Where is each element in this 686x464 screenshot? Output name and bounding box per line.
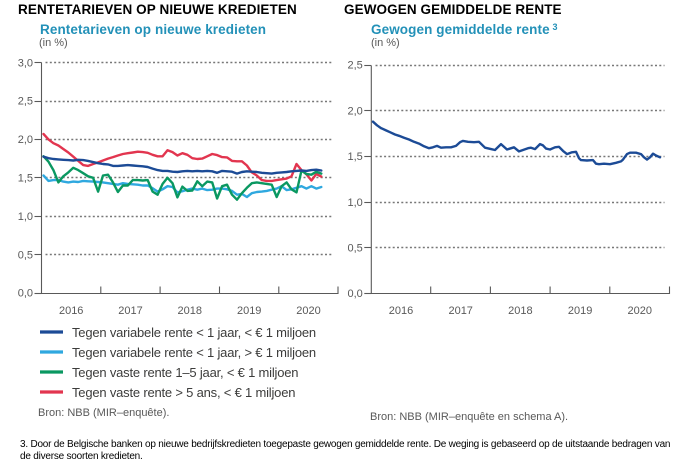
svg-text:2016: 2016 <box>389 305 413 317</box>
svg-text:2,0: 2,0 <box>18 134 33 146</box>
svg-text:2,0: 2,0 <box>348 105 363 117</box>
svg-text:2017: 2017 <box>118 305 142 317</box>
svg-text:1,5: 1,5 <box>348 151 363 163</box>
svg-text:2019: 2019 <box>568 305 592 317</box>
svg-text:2020: 2020 <box>296 305 320 317</box>
svg-text:2018: 2018 <box>508 305 532 317</box>
svg-text:2020: 2020 <box>628 305 652 317</box>
svg-text:1,5: 1,5 <box>18 173 33 185</box>
svg-text:1,0: 1,0 <box>18 211 33 223</box>
svg-text:0,0: 0,0 <box>348 288 363 300</box>
svg-text:0,5: 0,5 <box>18 249 33 261</box>
svg-text:0,5: 0,5 <box>348 243 363 255</box>
svg-text:0,0: 0,0 <box>18 288 33 300</box>
svg-text:2018: 2018 <box>178 305 202 317</box>
svg-text:2,5: 2,5 <box>18 96 33 108</box>
svg-text:1,0: 1,0 <box>348 197 363 209</box>
svg-text:3,0: 3,0 <box>18 57 33 69</box>
svg-text:2,5: 2,5 <box>348 60 363 72</box>
svg-text:2019: 2019 <box>237 305 261 317</box>
svg-text:2017: 2017 <box>448 305 472 317</box>
svg-text:2016: 2016 <box>59 305 83 317</box>
